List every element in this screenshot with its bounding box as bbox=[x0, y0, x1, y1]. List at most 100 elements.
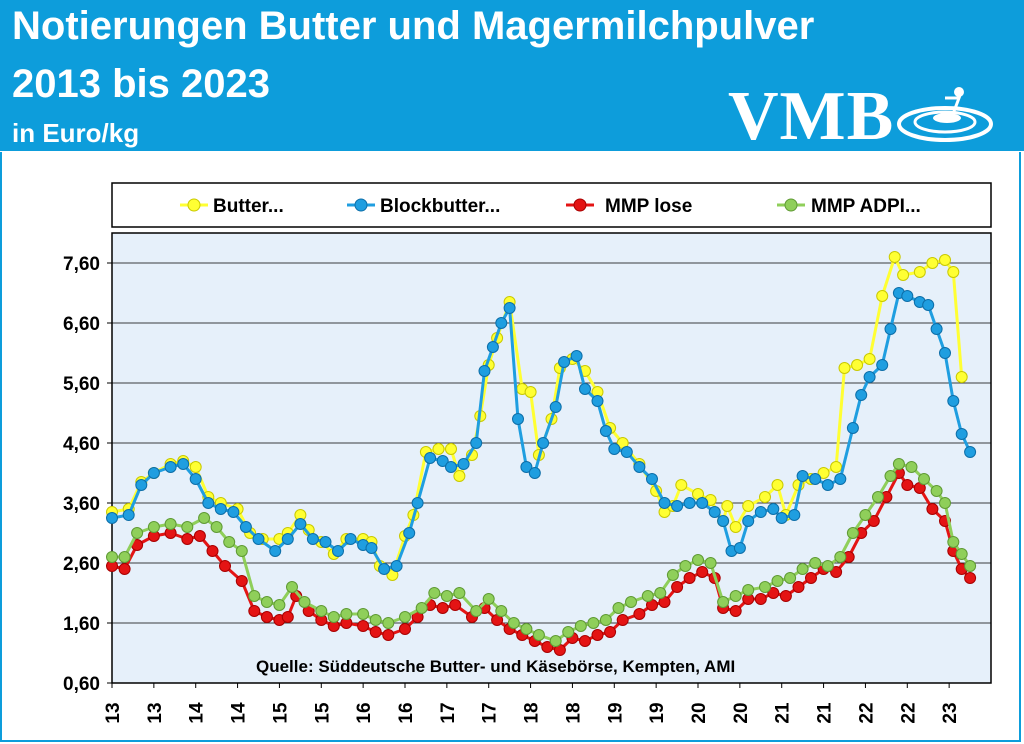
x-tick-label: 23 bbox=[940, 702, 961, 723]
data-point-blockbutter bbox=[281, 533, 294, 545]
y-axis: 0,60 1,60 2,60 3,60 4,60 5,60 6,60 7,60 bbox=[63, 254, 112, 695]
data-point-butter bbox=[432, 443, 445, 455]
data-point-blockbutter bbox=[378, 563, 391, 575]
data-point-mmp-lose bbox=[235, 575, 248, 587]
x-tick-label: 20 bbox=[731, 702, 752, 723]
data-point-blockbutter bbox=[269, 545, 282, 557]
data-point-butter bbox=[759, 491, 771, 503]
data-point-blockbutter bbox=[106, 512, 118, 524]
x-tick-label: 19 bbox=[605, 702, 626, 723]
y-tick-label: 6,60 bbox=[63, 314, 100, 335]
data-point-blockbutter bbox=[558, 356, 571, 368]
data-point-mmp-lose bbox=[616, 614, 629, 626]
data-point-butter bbox=[926, 257, 939, 269]
data-point-mmp-lose bbox=[399, 623, 411, 635]
data-point-mmp-adpi bbox=[382, 617, 395, 629]
legend-item-mmp-lose[interactable]: MMP lose bbox=[566, 196, 692, 217]
data-point-blockbutter bbox=[306, 533, 319, 545]
data-point-mmp-adpi bbox=[549, 635, 562, 647]
data-point-blockbutter bbox=[177, 458, 190, 470]
data-point-blockbutter bbox=[901, 290, 914, 302]
data-point-mmp-adpi bbox=[784, 572, 797, 584]
data-point-blockbutter bbox=[365, 542, 378, 554]
data-point-mmp-adpi bbox=[147, 521, 160, 533]
data-point-mmp-lose bbox=[281, 611, 294, 623]
data-point-blockbutter bbox=[424, 452, 437, 464]
x-tick-label: 17 bbox=[480, 702, 501, 723]
data-point-mmp-lose bbox=[219, 560, 231, 572]
data-point-blockbutter bbox=[633, 461, 646, 473]
data-point-mmp-adpi bbox=[260, 596, 273, 608]
data-point-butter bbox=[876, 290, 889, 302]
data-point-butter bbox=[955, 371, 968, 383]
y-tick-label: 4,60 bbox=[63, 434, 100, 455]
data-point-mmp-adpi bbox=[286, 581, 298, 593]
data-point-butter bbox=[742, 500, 755, 512]
data-point-mmp-adpi bbox=[248, 590, 261, 602]
plot-area bbox=[111, 232, 992, 684]
data-point-mmp-adpi bbox=[118, 551, 131, 563]
data-point-mmp-adpi bbox=[357, 608, 370, 620]
data-point-mmp-adpi bbox=[210, 521, 223, 533]
data-point-blockbutter bbox=[696, 497, 709, 509]
data-point-blockbutter bbox=[214, 503, 227, 515]
data-point-mmp-lose bbox=[248, 605, 261, 617]
data-point-blockbutter bbox=[788, 509, 801, 521]
data-point-mmp-adpi bbox=[930, 485, 943, 497]
data-point-mmp-adpi bbox=[654, 587, 667, 599]
data-point-blockbutter bbox=[528, 467, 541, 479]
legend-item-blockbutter[interactable]: Blockbutter... bbox=[347, 196, 500, 217]
data-point-mmp-adpi bbox=[918, 473, 930, 485]
data-point-blockbutter bbox=[122, 509, 135, 521]
data-point-blockbutter bbox=[294, 518, 307, 530]
data-point-mmp-adpi bbox=[415, 602, 428, 614]
vmb-logo-text: VMB bbox=[728, 78, 895, 155]
data-point-blockbutter bbox=[344, 533, 357, 545]
x-tick-label: 22 bbox=[898, 702, 919, 723]
data-point-blockbutter bbox=[599, 425, 612, 437]
data-point-blockbutter bbox=[608, 443, 621, 455]
data-point-mmp-adpi bbox=[574, 620, 587, 632]
data-point-mmp-lose bbox=[382, 629, 395, 641]
data-point-blockbutter bbox=[775, 512, 788, 524]
data-point-mmp-adpi bbox=[796, 563, 809, 575]
data-point-mmp-lose bbox=[767, 587, 780, 599]
data-point-mmp-lose bbox=[436, 602, 449, 614]
data-point-mmp-adpi bbox=[939, 497, 951, 509]
legend-marker-mmp-adpi bbox=[784, 198, 798, 212]
data-point-mmp-lose bbox=[830, 566, 843, 578]
data-point-butter bbox=[888, 251, 901, 263]
data-point-blockbutter bbox=[671, 500, 684, 512]
x-tick-label: 19 bbox=[647, 702, 668, 723]
data-point-mmp-adpi bbox=[164, 518, 177, 530]
data-point-blockbutter bbox=[403, 527, 416, 539]
data-point-mmp-lose bbox=[926, 503, 939, 515]
chart-title-line1: Notierungen Butter und Magermilchpulver bbox=[12, 4, 815, 48]
data-point-mmp-adpi bbox=[666, 569, 679, 581]
legend-item-mmp-adpi[interactable]: MMP ADPI... bbox=[777, 196, 921, 217]
data-point-mmp-adpi bbox=[612, 602, 625, 614]
x-tick-label: 16 bbox=[396, 702, 417, 723]
data-point-mmp-lose bbox=[696, 566, 709, 578]
data-point-blockbutter bbox=[503, 302, 516, 314]
data-point-mmp-adpi bbox=[315, 605, 328, 617]
x-tick-label: 18 bbox=[522, 702, 543, 723]
data-point-mmp-lose bbox=[541, 641, 554, 653]
data-point-blockbutter bbox=[478, 365, 491, 377]
data-point-mmp-adpi bbox=[892, 458, 905, 470]
data-point-mmp-adpi bbox=[453, 587, 466, 599]
x-tick-label: 15 bbox=[270, 702, 291, 724]
legend-item-butter[interactable]: Butter... bbox=[180, 196, 284, 217]
data-point-mmp-adpi bbox=[532, 629, 545, 641]
data-point-mmp-adpi bbox=[947, 536, 960, 548]
y-tick-label: 7,60 bbox=[63, 254, 100, 275]
x-tick-label: 22 bbox=[856, 702, 877, 723]
data-point-blockbutter bbox=[939, 347, 951, 359]
x-tick-label: 17 bbox=[438, 702, 459, 723]
data-point-blockbutter bbox=[955, 428, 968, 440]
data-point-mmp-adpi bbox=[955, 548, 968, 560]
data-point-mmp-adpi bbox=[964, 560, 977, 572]
vmb-logo-icon bbox=[897, 87, 993, 142]
data-point-butter bbox=[838, 362, 851, 374]
header-banner: Notierungen Butter und Magermilchpulver … bbox=[0, 0, 1024, 155]
